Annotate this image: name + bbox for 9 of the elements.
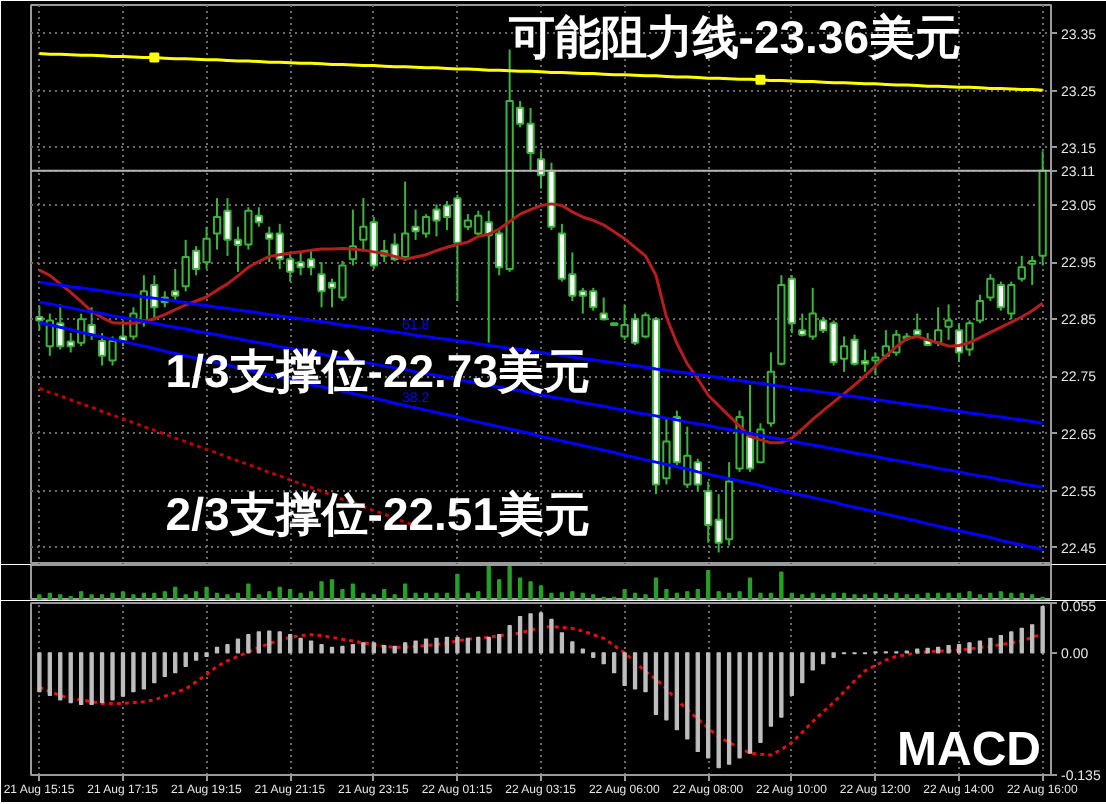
- annotation: 可能阻力线-23.36美元: [506, 11, 962, 63]
- line-series: [37, 280, 1045, 425]
- candlestick: [171, 268, 180, 302]
- candlestick: [975, 293, 985, 325]
- candlestick: [1017, 254, 1026, 283]
- annotation: 2/3支撑位-22.51美元: [165, 487, 591, 540]
- annotation: MACD: [897, 723, 1042, 777]
- candlestick: [1028, 254, 1037, 286]
- candlestick: [944, 303, 953, 341]
